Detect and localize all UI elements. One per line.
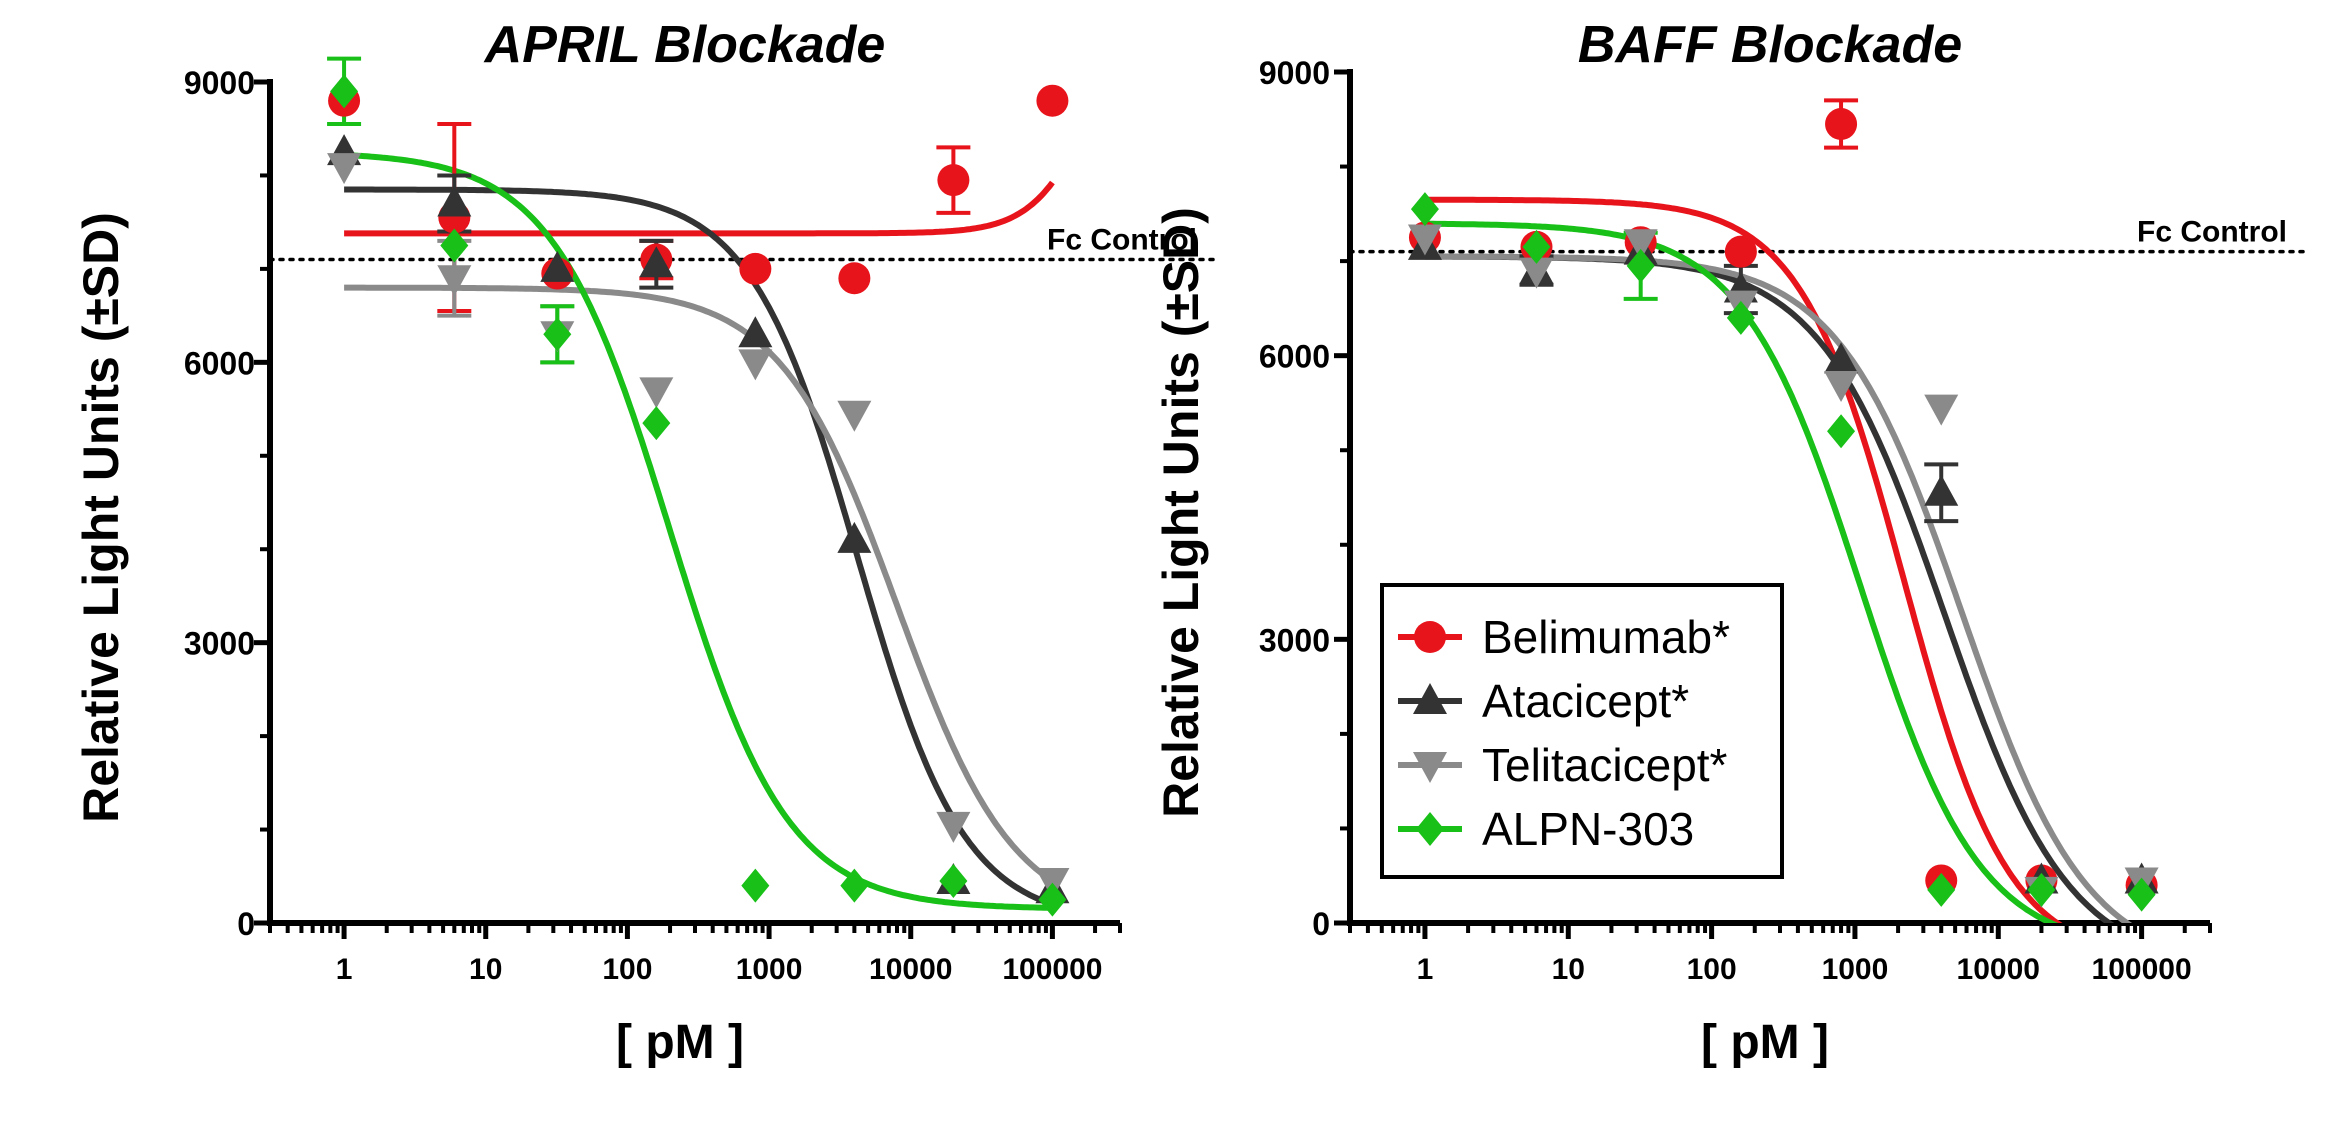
atacicept-data-point	[1924, 474, 1959, 506]
atacicept-data-point	[639, 246, 674, 278]
x-tick-label: 1000	[1822, 953, 1889, 986]
telitacicept-data-point	[837, 400, 872, 432]
y-tick-label: 3000	[1259, 622, 1330, 658]
alpn-data-point	[642, 406, 671, 441]
alpn-data-point	[939, 863, 968, 898]
x-tick-label: 10000	[1957, 953, 2040, 986]
telitacicept-data-point	[437, 265, 472, 297]
telitacicept-data-point	[1623, 229, 1658, 261]
fc-control-label: Fc Control	[2137, 216, 2287, 249]
alpn-data-point	[741, 868, 770, 903]
x-tick-label: 1	[1417, 953, 1434, 986]
atacicept-fit-curve-april-blockade	[344, 186, 1054, 908]
telitacicept-data-point	[1824, 371, 1859, 403]
belimumab-data-point	[838, 262, 871, 295]
atacicept-data-point	[540, 250, 575, 282]
x-tick-label: 100	[602, 953, 652, 986]
telitacicept-data-point	[1924, 394, 1959, 426]
fc-control-label: Fc Control	[1047, 224, 1197, 257]
alpn-data-point	[543, 317, 572, 352]
belimumab-data-point	[1036, 84, 1069, 117]
y-tick-label: 9000	[184, 65, 255, 101]
atacicept-legend-marker	[1413, 683, 1447, 714]
x-tick-label: 1000	[736, 953, 803, 986]
belimumab-data-point	[937, 164, 970, 197]
belimumab-data-point	[1724, 235, 1757, 268]
alpn-fit-curve-april-blockade	[343, 152, 1053, 911]
y-tick-label: 9000	[1259, 55, 1330, 91]
chart-title: BAFF Blockade	[1578, 16, 1962, 74]
telitacicept-data-point	[738, 349, 773, 381]
chart-title: APRIL Blockade	[483, 16, 886, 74]
atacicept-data-point	[437, 185, 472, 217]
telitacicept-data-point	[639, 377, 674, 409]
alpn-data-point	[2127, 877, 2156, 912]
april-blockade-panel: APRIL Blockade 0 3000 6000 9000 1 10 100 1000 100…	[73, 16, 1217, 1069]
baff-blockade-panel: BAFF Blockade 0 3000 6000 9000 1 10 100 1000 1000…	[1153, 16, 2307, 1069]
y-tick-label: 6000	[184, 345, 255, 381]
x-axis-title: [ pM ]	[616, 1016, 744, 1069]
alpn-data-point	[440, 228, 469, 263]
telitacicept-data-point	[327, 153, 362, 185]
x-tick-label: 10	[1552, 953, 1585, 986]
x-tick-label: 10000	[869, 953, 952, 986]
telitacicept-fit-curve-april-blockade	[344, 284, 1055, 884]
telitacicept-legend-marker	[1413, 752, 1447, 783]
telitacicept-data-point	[1519, 257, 1554, 289]
belimumab-fit-curve-baff-blockade	[1424, 196, 2063, 923]
alpn-data-point	[2027, 872, 2056, 907]
legend-label-belimumab: Belimumab*	[1482, 611, 1730, 663]
x-tick-label: 100000	[2092, 953, 2192, 986]
telitacicept-data-point	[1407, 224, 1442, 256]
belimumab-data-point	[1825, 108, 1858, 141]
legend-label-atacicept: Atacicept*	[1482, 675, 1689, 727]
atacicept-data-point	[738, 316, 773, 348]
alpn-data-point	[1827, 414, 1856, 449]
legend: Belimumab* Atacicept* Telitacicept* ALPN-30…	[1380, 583, 1784, 879]
y-tick-label: 0	[237, 906, 255, 942]
alpn-data-point	[1726, 300, 1755, 335]
alpn-data-point	[1038, 882, 1067, 917]
y-tick-label: 0	[1312, 906, 1330, 942]
telitacicept-data-point	[936, 811, 971, 843]
y-tick-label: 3000	[184, 626, 255, 662]
x-axis-title: [ pM ]	[1701, 1016, 1829, 1069]
belimumab-data-point	[739, 252, 772, 285]
alpn-legend-marker	[1416, 812, 1444, 846]
x-tick-label: 1	[336, 953, 353, 986]
legend-label-alpn: ALPN-303	[1482, 803, 1694, 855]
atacicept-data-point	[1824, 342, 1859, 374]
alpn-fit-curve-baff-blockade	[1424, 220, 2059, 923]
y-axis-title: Relative Light Units (±SD)	[73, 212, 129, 823]
x-tick-label: 100	[1687, 953, 1737, 986]
alpn-data-point	[1410, 192, 1439, 227]
alpn-data-point	[330, 74, 359, 109]
y-tick-label: 6000	[1259, 339, 1330, 375]
alpn-data-point	[1927, 872, 1956, 907]
alpn-data-point	[840, 868, 869, 903]
x-tick-label: 100000	[1002, 953, 1102, 986]
alpn-data-point	[1522, 229, 1551, 264]
y-axis-title: Relative Light Units (±SD)	[1153, 207, 1209, 818]
atacicept-data-point	[837, 521, 872, 553]
x-tick-label: 10	[469, 953, 502, 986]
belimumab-legend-marker	[1414, 621, 1446, 653]
alpn-data-point	[1626, 248, 1655, 283]
legend-label-telitacicept: Telitacicept*	[1482, 739, 1728, 791]
